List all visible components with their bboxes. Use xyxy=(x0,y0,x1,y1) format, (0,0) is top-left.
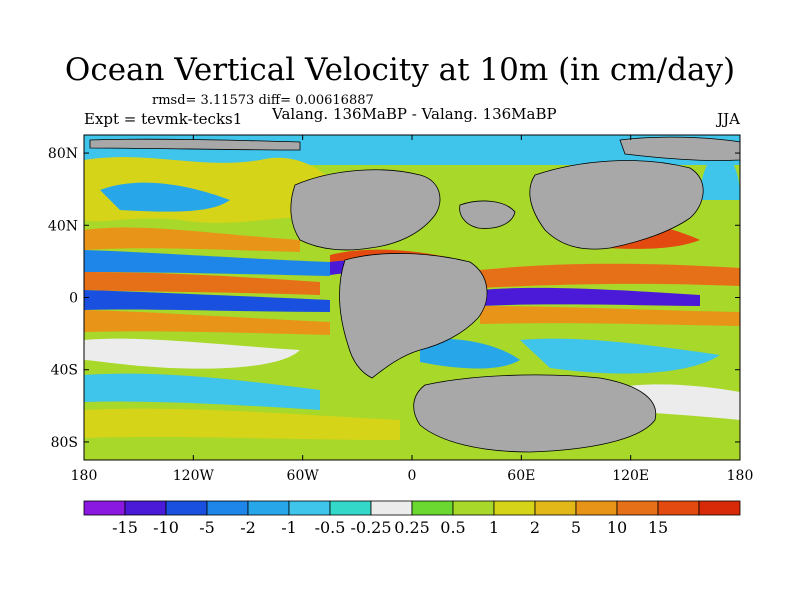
colorbar-label: 1 xyxy=(489,518,499,537)
field-indopacific-purple xyxy=(480,287,700,306)
map-title: Ocean Vertical Velocity at 10m (in cm/da… xyxy=(64,52,736,88)
colorbar-swatch xyxy=(698,500,741,516)
rmsd-diff-stats: rmsd= 3.11573 diff= 0.00616887 xyxy=(152,93,374,108)
colorbar-label: -15 xyxy=(112,518,138,537)
field-south-atlantic-blue xyxy=(420,338,520,369)
colorbar-label: -2 xyxy=(240,518,256,537)
colorbar-swatch xyxy=(411,500,454,516)
colorbar-swatch xyxy=(493,500,536,516)
lon-tick-label: 60E xyxy=(507,468,535,484)
field-north-pacific-blue xyxy=(100,182,230,212)
longitude-axis: 180 120W 60W 0 60E 120E 180 xyxy=(71,135,754,484)
colorbar-swatch xyxy=(616,500,659,516)
landmass-gondwana-africa-south-america xyxy=(339,253,488,379)
landmass-europe xyxy=(459,200,516,229)
colorbar-swatch xyxy=(124,500,167,516)
lat-tick-label: 80N xyxy=(48,146,78,162)
latitude-axis: 80N 40N 0 40S 80S xyxy=(48,146,740,451)
field-indopacific-orange xyxy=(480,263,740,288)
field-east-arctic-cyan xyxy=(700,150,740,200)
field-tropical-blue-band xyxy=(84,250,330,276)
colorbar-label: -0.25 xyxy=(350,518,391,537)
field-southern-cyan xyxy=(84,373,320,410)
colorbar-label: 5 xyxy=(571,518,581,537)
experiment-label: Expt = tevmk-tecks1 xyxy=(84,110,243,128)
colorbar-swatch xyxy=(165,500,208,516)
colorbar-label: 10 xyxy=(607,518,627,537)
lat-tick-label: 0 xyxy=(69,291,78,307)
colorbar-swatch xyxy=(83,500,126,516)
lon-tick-label: 120E xyxy=(612,468,649,484)
colorbar-swatch xyxy=(534,500,577,516)
comparison-label: Valang. 136MaBP - Valang. 136MaBP xyxy=(272,105,557,123)
colorbar-label: 15 xyxy=(648,518,668,537)
lon-tick-label: 0 xyxy=(408,468,417,484)
lat-tick-label: 80S xyxy=(51,435,78,451)
colorbar-label: 0.5 xyxy=(440,518,465,537)
colorbar-swatch xyxy=(657,500,700,516)
landmass-arctic-strip xyxy=(89,138,301,151)
lat-tick-label: 40S xyxy=(51,363,78,379)
field-south-indian-cyan xyxy=(520,338,720,374)
lon-tick-label: 60W xyxy=(287,468,320,484)
colorbar-swatch xyxy=(452,500,495,516)
lon-tick-label: 180 xyxy=(71,468,98,484)
field-subtropical-orange xyxy=(84,227,300,252)
velocity-field xyxy=(84,135,740,460)
landmass-north-america xyxy=(290,169,441,251)
colorbar xyxy=(83,500,741,516)
field-indopacific-south-orange xyxy=(480,306,740,326)
colorbar-swatch xyxy=(329,500,372,516)
colorbar-label: 0.25 xyxy=(394,518,430,537)
colorbar-labels: -15 -10 -5 -2 -1 -0.5 -0.25 0.25 0.5 1 2 5 10 15 xyxy=(112,518,668,537)
landmass-arctic-fragment xyxy=(619,136,740,161)
field-southern-yellow xyxy=(84,408,400,440)
colorbar-label: -1 xyxy=(281,518,297,537)
colorbar-label: -10 xyxy=(153,518,179,537)
colorbar-swatch xyxy=(575,500,618,516)
season-label: JJA xyxy=(717,110,740,128)
field-south-tropical-orange xyxy=(84,310,330,335)
colorbar-label: -0.5 xyxy=(315,518,346,537)
colorbar-swatch xyxy=(288,500,331,516)
lon-tick-label: 120W xyxy=(173,468,215,484)
field-equatorial-blue xyxy=(84,290,330,312)
lon-tick-label: 180 xyxy=(727,468,754,484)
field-tropical-orange-band xyxy=(84,272,320,295)
lat-tick-label: 40N xyxy=(48,218,78,234)
colorbar-swatch xyxy=(247,500,290,516)
colorbar-label: -5 xyxy=(199,518,215,537)
colorbar-label: 2 xyxy=(530,518,540,537)
colorbar-swatch xyxy=(206,500,249,516)
landmass-antarctica-australia xyxy=(413,374,657,453)
landmass-asia xyxy=(529,160,704,250)
colorbar-swatch xyxy=(370,500,413,516)
field-south-pacific-white xyxy=(84,338,300,369)
